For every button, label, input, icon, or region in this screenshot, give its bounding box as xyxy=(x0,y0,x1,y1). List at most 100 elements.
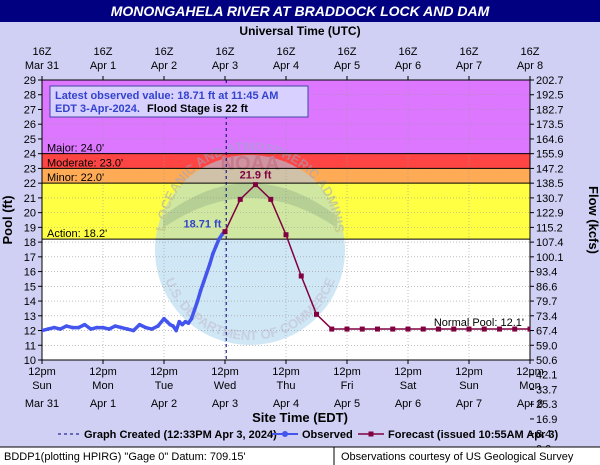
y-tick-label: 12 xyxy=(24,326,36,338)
crest-annotation: 21.9 ft xyxy=(240,170,272,182)
y-tick-label: 11 xyxy=(25,340,36,352)
observed-point xyxy=(189,316,194,321)
observed-point xyxy=(58,327,63,331)
observed-point xyxy=(101,325,105,330)
top-tick-hour: 16Z xyxy=(216,46,235,58)
y-tick-label: 26 xyxy=(24,119,36,131)
forecast-point xyxy=(527,326,530,332)
forecast-point xyxy=(222,229,228,235)
observed-point xyxy=(137,322,142,327)
forecast-point xyxy=(359,326,365,332)
observed-point xyxy=(82,322,87,327)
y2-tick-label: 93.4 xyxy=(536,267,557,279)
threshold-label: Moderate: 23.0' xyxy=(47,157,123,169)
y-tick-label: 21 xyxy=(24,193,36,205)
y-tick-label: 19 xyxy=(24,222,36,234)
observed-point xyxy=(95,325,99,330)
right-axis-label: Flow (kcfs) xyxy=(586,186,600,254)
top-axis-ticks: 16Z Mar 31 16Z Apr 1 16Z Apr 2 16Z Apr 3 16Z Apr … xyxy=(25,46,543,80)
observed-point xyxy=(125,327,130,331)
bottom-tick-day: Mon xyxy=(519,380,540,392)
y-tick-label: 17 xyxy=(24,252,36,264)
observed-point xyxy=(168,322,172,327)
footer-datum-text: BDDP1(plotting HPIRG) "Gage 0" Datum: 70… xyxy=(4,451,246,463)
observed-point xyxy=(162,316,166,321)
y-tick-label: 25 xyxy=(24,134,36,146)
latest-info-box xyxy=(49,85,309,118)
y2-tick-label: 147.2 xyxy=(536,163,564,175)
y2-tick-label: 130.7 xyxy=(536,193,564,205)
observed-point xyxy=(177,319,182,324)
forecast-point xyxy=(420,326,426,332)
y2-tick-label: 182.7 xyxy=(536,104,564,116)
bottom-axis-ticks: 12pm Sun Mar 31 12pm Mon Apr 1 12pm Tue Apr 2 12p… xyxy=(25,360,544,410)
observed-point xyxy=(70,325,75,330)
threshold-label: Minor: 22.0' xyxy=(47,172,104,184)
observed-point xyxy=(76,325,81,330)
latest-value-annotation: 18.71 ft xyxy=(183,219,221,231)
footer-bar xyxy=(0,447,600,465)
y2-tick-label: 25.3 xyxy=(536,399,557,411)
y-tick-label: 29 xyxy=(24,75,36,87)
y2-tick-label: 67.4 xyxy=(536,326,557,338)
y2-tick-label: 8.4 xyxy=(536,429,551,441)
bottom-tick-date: Apr 4 xyxy=(273,398,299,410)
y2-tick-label: 59.0 xyxy=(536,340,557,352)
y2-tick-label: 164.6 xyxy=(536,134,564,146)
y2-tick-label: 115.2 xyxy=(536,222,563,234)
observed-point xyxy=(192,308,197,312)
y2-tick-label: 192.5 xyxy=(536,90,564,102)
top-tick-hour: 16Z xyxy=(399,46,418,58)
bottom-tick-time: 12pm xyxy=(89,366,117,378)
bottom-tick-date: Mar 31 xyxy=(25,398,59,410)
top-tick-hour: 16Z xyxy=(338,46,357,58)
threshold-label: Major: 24.0' xyxy=(47,143,104,155)
latest-info-date: EDT 3-Apr-2024. xyxy=(55,103,140,115)
forecast-point xyxy=(466,326,472,332)
bottom-axis-label: Site Time (EDT) xyxy=(252,410,348,425)
bottom-tick-day: Fri xyxy=(341,380,354,392)
forecast-point xyxy=(436,326,441,332)
bottom-tick-date: Apr 5 xyxy=(334,398,360,410)
observed-point xyxy=(201,280,206,284)
observed-point xyxy=(52,325,56,330)
observed-point xyxy=(119,325,124,330)
footer-credit-text: Observations courtesy of US Geological S… xyxy=(341,451,574,463)
normal-pool-label: Normal Pool: 12.1' xyxy=(434,317,524,329)
y-tick-label: 16 xyxy=(24,267,36,279)
top-tick-hour: 16Z xyxy=(155,46,174,58)
bottom-tick-day: Mon xyxy=(92,380,113,392)
forecast-point xyxy=(268,196,274,202)
y2-tick-label: 79.7 xyxy=(536,296,557,308)
top-tick-date: Apr 6 xyxy=(395,60,421,72)
legend-graph-created-label: Graph Created (12:33PM Apr 3, 2024) xyxy=(84,429,277,441)
observed-point xyxy=(180,322,185,327)
y2-tick-label: 202.7 xyxy=(536,75,564,87)
top-tick-date: Apr 7 xyxy=(456,60,482,72)
bottom-tick-date: Apr 8 xyxy=(517,398,543,410)
chart-title: MONONGAHELA RIVER AT BRADDOCK LOCK AND D… xyxy=(111,3,490,19)
top-tick-date: Apr 1 xyxy=(90,60,116,72)
legend-forecast-label: Forecast (issued 10:55AM Apr 3) xyxy=(388,429,558,441)
bottom-tick-time: 12pm xyxy=(211,366,239,378)
observed-point xyxy=(183,319,188,324)
bottom-tick-time: 12pm xyxy=(394,366,422,378)
bottom-tick-day: Sun xyxy=(459,380,479,392)
observed-point xyxy=(214,244,218,249)
top-tick-date: Apr 5 xyxy=(334,60,360,72)
title-bar xyxy=(0,0,600,22)
top-axis-label: Universal Time (UTC) xyxy=(239,24,360,38)
observed-point xyxy=(143,325,148,330)
data-series xyxy=(42,182,530,333)
top-tick-date: Apr 3 xyxy=(212,60,238,72)
bottom-tick-day: Sun xyxy=(32,380,52,392)
bottom-tick-day: Thu xyxy=(277,380,296,392)
threshold-lines: Major: 24.0' Moderate: 23.0' Minor: 22.0' A… xyxy=(42,143,530,329)
observed-point xyxy=(89,327,93,331)
left-axis-label: Pool (ft) xyxy=(0,195,15,244)
forecast-point xyxy=(237,196,243,202)
observed-point xyxy=(211,252,215,256)
y2-tick-label: 138.5 xyxy=(536,178,564,190)
observed-point xyxy=(207,262,212,267)
legend-observed-label: Observed xyxy=(302,429,353,441)
